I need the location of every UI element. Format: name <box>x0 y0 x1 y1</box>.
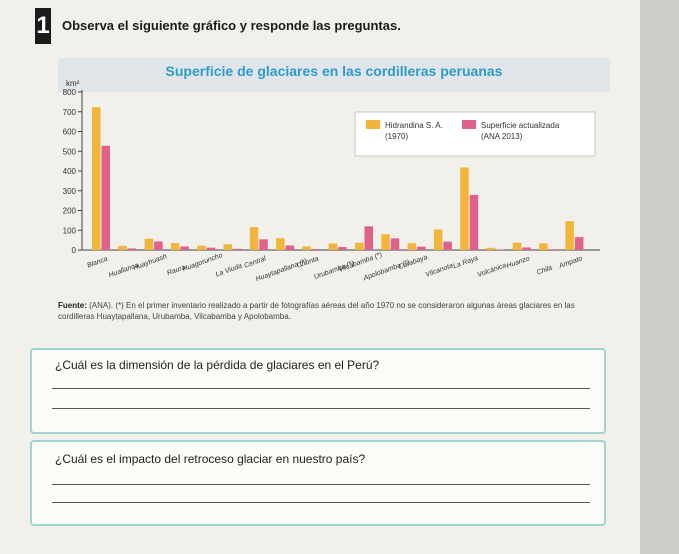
bar-2013 <box>206 247 216 250</box>
legend-swatch <box>366 120 380 129</box>
bar-2013 <box>496 249 505 250</box>
x-category-label: Blanca <box>86 256 109 270</box>
bar-1970 <box>302 246 311 250</box>
x-category-label: Huagoruncho <box>182 252 224 273</box>
bar-1970 <box>460 167 469 250</box>
bar-1970 <box>328 243 338 250</box>
legend-swatch <box>462 120 476 129</box>
y-tick-label: 700 <box>63 108 77 117</box>
bar-2013 <box>180 246 189 250</box>
bar-2013 <box>417 246 426 250</box>
y-tick-label: 300 <box>63 187 77 196</box>
question-box-2: ¿Cuál es el impacto del retroceso glacia… <box>30 440 606 526</box>
bar-1970 <box>144 238 154 250</box>
bar-1970 <box>381 234 390 250</box>
bar-1970 <box>512 242 522 250</box>
source-label: Fuente: <box>58 301 87 310</box>
x-category-label: Chonta <box>296 255 320 269</box>
question-1-text: ¿Cuál es la dimensión de la pérdida de g… <box>55 358 380 372</box>
bar-1970 <box>276 238 285 250</box>
chart-title: Superficie de glaciares en las cordiller… <box>165 63 503 79</box>
bar-1970 <box>223 244 232 250</box>
bar-2013 <box>259 239 268 250</box>
instruction-text: Observa el siguiente gráfico y responde … <box>62 18 401 33</box>
bar-2013 <box>522 247 531 250</box>
x-category-label: Chila <box>536 265 553 277</box>
page-edge <box>640 0 679 554</box>
bar-1970 <box>249 227 259 250</box>
x-category-label: Huanzo <box>506 255 531 270</box>
bar-2013 <box>338 247 347 250</box>
y-tick-label: 100 <box>63 226 77 235</box>
question-box-1: ¿Cuál es la dimensión de la pérdida de g… <box>30 348 606 434</box>
chart-banner <box>58 58 610 92</box>
legend-label-year: (1970) <box>385 132 408 141</box>
answer-line[interactable] <box>52 408 590 409</box>
x-category-label: Huayhuash <box>132 253 168 272</box>
bar-2013 <box>127 248 137 250</box>
y-tick-label: 600 <box>63 128 77 137</box>
bar-2013 <box>364 226 373 250</box>
bar-2013 <box>311 249 321 250</box>
bar-2013 <box>101 145 110 250</box>
answer-line[interactable] <box>52 484 590 485</box>
x-category-label: La Viuda <box>215 263 243 279</box>
bar-1970 <box>486 247 495 250</box>
legend-label: Hidrandina S. A. <box>385 121 443 130</box>
y-tick-label: 800 <box>63 88 77 97</box>
bar-2013 <box>574 237 584 250</box>
x-category-label: Vilcanota <box>425 262 454 278</box>
y-tick-label: 0 <box>72 246 77 255</box>
x-category-label: La Raya <box>452 255 479 271</box>
x-category-label: Volcánica <box>477 262 508 279</box>
x-category-label: Ampato <box>557 255 583 270</box>
legend-label: Superficie actualizada <box>481 121 560 130</box>
question-2-text: ¿Cuál es el impacto del retroceso glacia… <box>55 452 366 466</box>
answer-line[interactable] <box>52 502 590 503</box>
legend-label-year: (ANA 2013) <box>481 132 523 141</box>
legend-box <box>354 111 596 157</box>
source-note: Fuente: (ANA). (*) En el primer inventar… <box>58 300 598 322</box>
bar-1970 <box>539 243 548 250</box>
bar-1970 <box>197 245 206 250</box>
bar-2013 <box>285 245 295 250</box>
y-tick-label: 400 <box>63 167 77 176</box>
bar-2013 <box>469 194 479 250</box>
y-tick-label: 200 <box>63 207 77 216</box>
bar-1970 <box>92 107 101 251</box>
bar-2013 <box>233 248 242 250</box>
answer-line[interactable] <box>52 388 590 389</box>
bar-1970 <box>407 243 417 250</box>
y-axis-unit: km² <box>66 79 80 88</box>
bar-2013 <box>390 238 400 250</box>
bar-2013 <box>154 241 163 250</box>
bar-2013 <box>548 249 558 250</box>
x-category-label: Central <box>243 255 267 269</box>
question-number: 1 <box>35 8 51 44</box>
bar-1970 <box>433 229 443 250</box>
bar-2013 <box>443 241 452 250</box>
x-category-label: Carabaya <box>398 254 429 271</box>
source-text: (ANA). (*) En el primer inventario reali… <box>58 301 575 321</box>
bar-1970 <box>355 242 364 250</box>
bar-1970 <box>118 245 127 250</box>
bar-1970 <box>565 221 574 250</box>
y-tick-label: 500 <box>63 147 77 156</box>
bar-1970 <box>170 243 180 250</box>
